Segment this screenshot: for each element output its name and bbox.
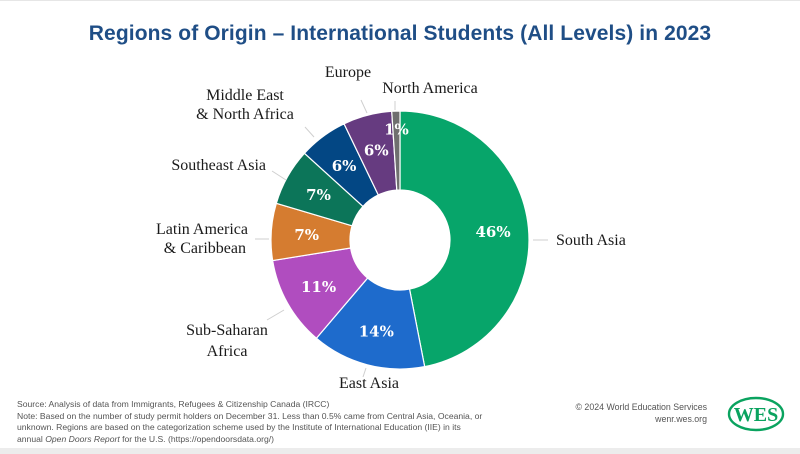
copyright-text: © 2024 World Education Services xyxy=(575,402,708,412)
label-south-asia: South Asia xyxy=(556,232,626,249)
label-north-america: North America xyxy=(382,80,478,97)
label-southeast-asia: Southeast Asia xyxy=(171,157,266,174)
site-link[interactable]: wenr.wes.org xyxy=(655,414,707,424)
value-label: 14% xyxy=(359,322,394,340)
value-label: 11% xyxy=(301,278,336,296)
chart-title: Regions of Origin – International Studen… xyxy=(88,22,712,45)
credit-block: © 2024 World Education Services wenr.wes… xyxy=(576,401,708,425)
label-sub-saharan-africa-line1: Sub-Saharan xyxy=(186,322,268,339)
bottom-band xyxy=(0,448,800,454)
label-east-asia: East Asia xyxy=(339,375,399,392)
segment-value-labels: 46%14%11%7%7%6%6%1% xyxy=(294,121,510,341)
segment-north-america xyxy=(391,110,401,191)
value-label: 7% xyxy=(294,226,319,244)
value-label: 6% xyxy=(364,142,389,160)
footer-notes: Source: Analysis of data from Immigrants… xyxy=(17,399,487,445)
donut-segments xyxy=(270,110,530,370)
leader-lines xyxy=(255,99,548,378)
value-label: 1% xyxy=(384,121,409,139)
source-text: Source: Analysis of data from Immigrants… xyxy=(17,399,330,409)
label-europe: Europe xyxy=(325,64,371,81)
label-mena-line1: Middle East xyxy=(206,87,284,104)
note-text: Note: Based on the number of study permi… xyxy=(17,410,483,444)
segment-south-asia xyxy=(399,110,530,368)
label-mena-line2: & North Africa xyxy=(196,106,294,123)
value-label: 6% xyxy=(332,157,357,175)
label-sub-saharan-africa-line2: Africa xyxy=(207,343,248,360)
wes-logo-icon: WES xyxy=(727,396,785,432)
svg-text:WES: WES xyxy=(734,404,778,426)
value-label: 7% xyxy=(306,186,331,204)
label-latin-america-line2: & Caribbean xyxy=(164,240,246,257)
label-latin-america-line1: Latin America xyxy=(156,221,248,238)
segment-east-asia xyxy=(315,277,426,370)
top-divider xyxy=(0,0,800,1)
value-label: 46% xyxy=(475,223,510,241)
